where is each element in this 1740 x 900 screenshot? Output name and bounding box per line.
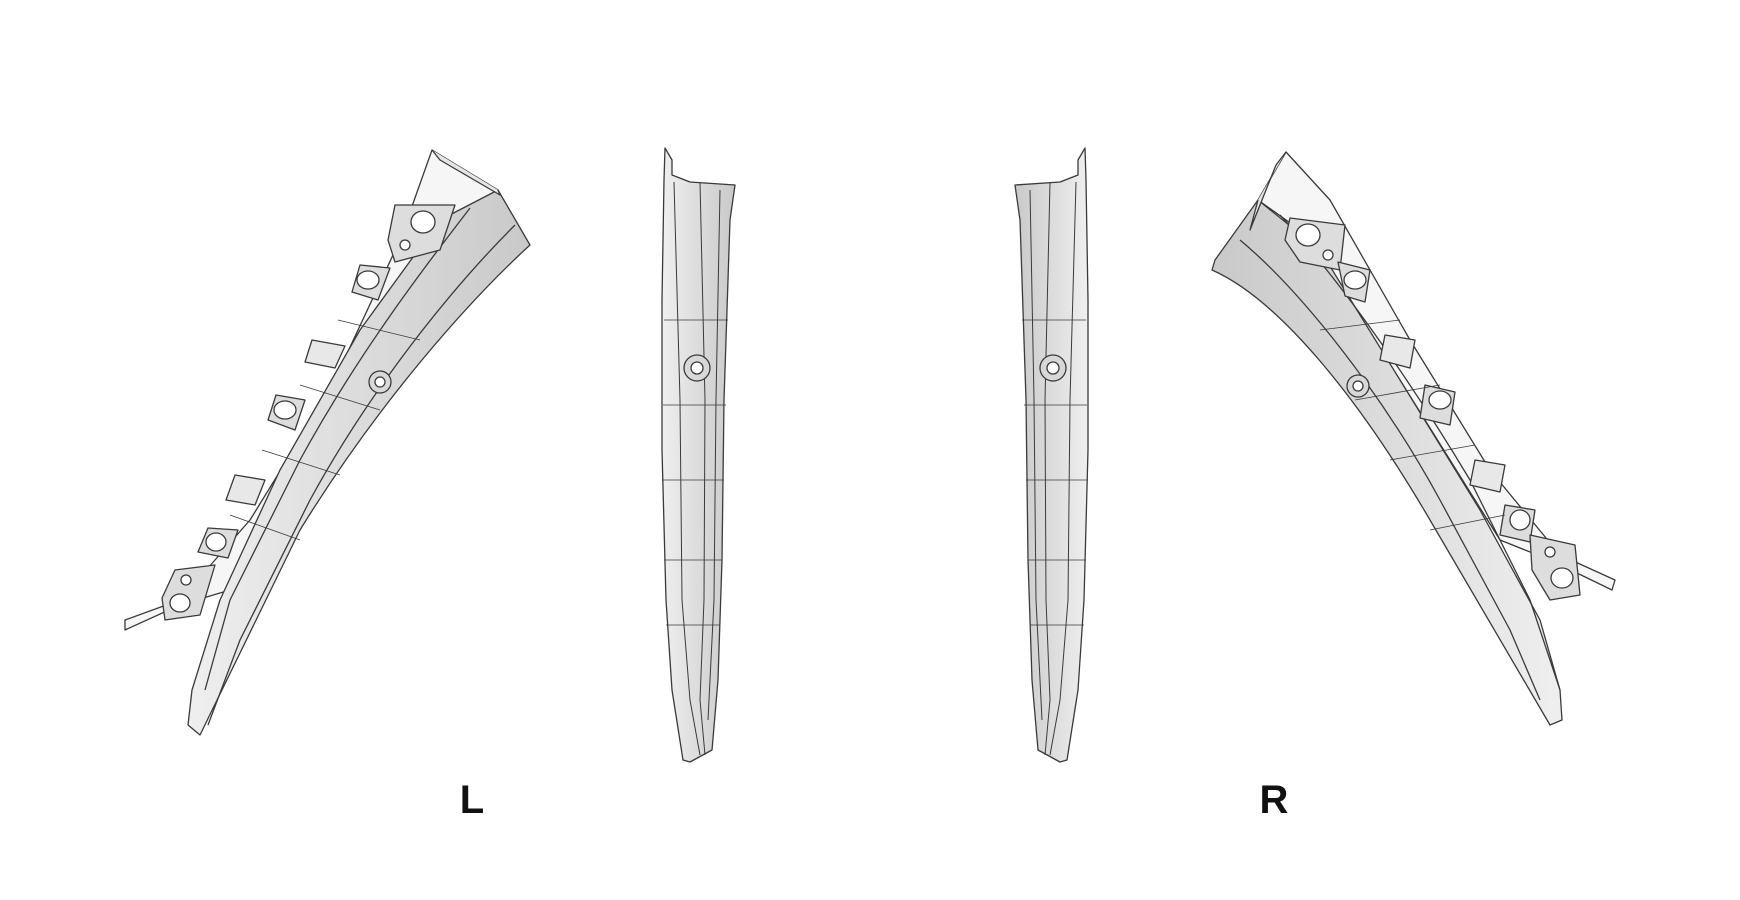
right-iso-inner-edge [1239, 239, 1541, 701]
left-side-body [661, 147, 736, 763]
left-iso-inner-edge [204, 207, 471, 691]
right-iso-top-tab [1249, 151, 1287, 231]
right-pillar-iso-view [1211, 151, 1616, 726]
right-iso-section-lines [1319, 319, 1506, 531]
left-side-section-lines [662, 319, 728, 626]
right-side-section-lines [1022, 319, 1088, 626]
left-iso-section-lines [229, 319, 421, 541]
right-iso-body [1211, 199, 1563, 726]
label-right: R [1259, 778, 1289, 822]
left-iso-cutouts [161, 204, 456, 621]
right-side-body [1014, 147, 1089, 763]
left-iso-top-tab [431, 149, 501, 196]
label-left: L [459, 778, 485, 822]
right-pillar-side-view [1014, 147, 1089, 763]
left-iso-inner-edge-2 [207, 224, 516, 726]
left-pillar-iso-view [124, 149, 531, 736]
left-pillar-side-view [661, 147, 736, 763]
right-iso-cutouts [1284, 217, 1581, 601]
left-iso-body [187, 189, 531, 736]
